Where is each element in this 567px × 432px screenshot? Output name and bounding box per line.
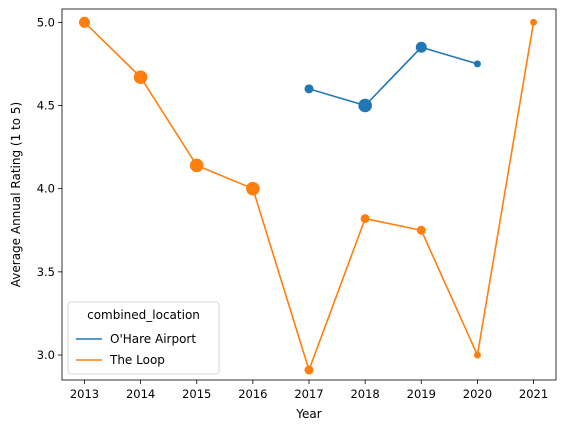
- point-1-2020: [473, 351, 481, 359]
- x-tick-label-2018: 2018: [350, 387, 379, 401]
- series-0: [304, 41, 481, 113]
- series-line-0: [308, 46, 478, 107]
- point-0-2020: [473, 60, 481, 68]
- legend: combined_location O'Hare Airport The Loop: [67, 301, 220, 375]
- y-axis-title: Average Annual Rating (1 to 5): [9, 102, 23, 287]
- y-axis: 3.0 3.5 4.0 4.5 5.0: [37, 15, 62, 362]
- point-1-2015: [189, 158, 204, 173]
- x-axis-title: Year: [295, 407, 321, 421]
- x-tick-label-2017: 2017: [294, 387, 323, 401]
- point-0-2019: [415, 41, 427, 53]
- series-1: [78, 16, 538, 375]
- legend-box: [67, 301, 220, 375]
- point-0-2017: [304, 84, 314, 94]
- legend-label-0: O'Hare Airport: [110, 332, 196, 346]
- legend-title: combined_location: [87, 308, 200, 322]
- point-1-2021: [530, 18, 538, 26]
- point-1-2018: [360, 214, 370, 224]
- point-0-2018: [358, 98, 372, 113]
- x-axis: 2013 2014 2015 2016 2017 2018 2019 2020 2021: [70, 380, 548, 401]
- x-tick-label-2019: 2019: [407, 387, 436, 401]
- point-1-2019: [416, 225, 426, 235]
- legend-items: O'Hare Airport The Loop: [76, 332, 196, 367]
- point-1-2017: [304, 365, 314, 375]
- point-1-2013: [78, 16, 90, 28]
- x-tick-label-2014: 2014: [126, 387, 155, 401]
- point-1-2016: [246, 181, 260, 196]
- x-tick-label-2013: 2013: [70, 387, 99, 401]
- y-tick-label-3.0: 3.0: [37, 348, 55, 362]
- x-tick-label-2020: 2020: [463, 387, 492, 401]
- y-tick-label-4.5: 4.5: [37, 98, 55, 112]
- y-tick-label-3.5: 3.5: [37, 265, 55, 279]
- legend-label-1: The Loop: [109, 353, 165, 367]
- x-tick-label-2016: 2016: [238, 387, 267, 401]
- y-tick-label-5.0: 5.0: [37, 15, 55, 29]
- series-layer: [78, 16, 538, 375]
- point-1-2014: [133, 70, 148, 85]
- x-tick-label-2021: 2021: [519, 387, 548, 401]
- x-tick-label-2015: 2015: [182, 387, 211, 401]
- y-tick-label-4.0: 4.0: [37, 182, 55, 196]
